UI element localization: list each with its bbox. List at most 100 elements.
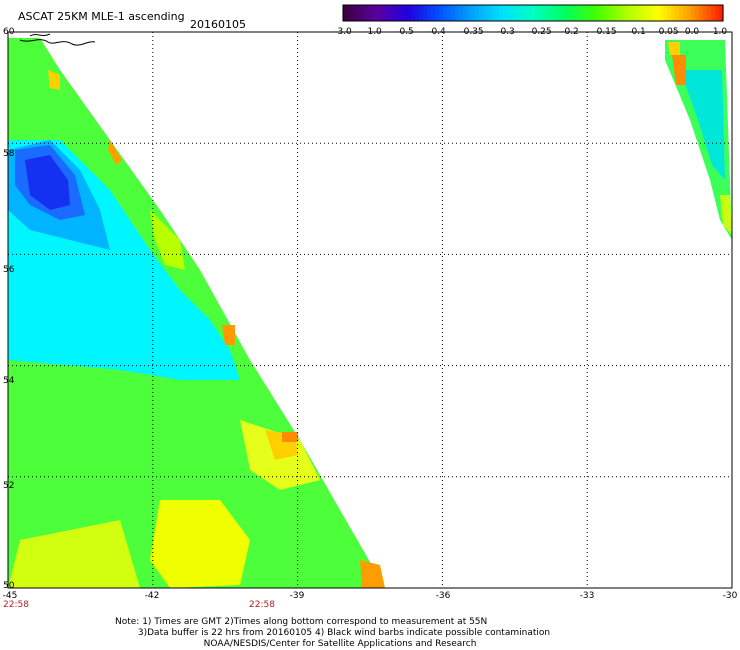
- colorbar-segment: [383, 5, 388, 21]
- colorbar-segment: [699, 5, 704, 21]
- colorbar-segment: [467, 5, 472, 21]
- colorbar-segment: [687, 5, 692, 21]
- colorbar-segment: [587, 5, 592, 21]
- colorbar-segment: [387, 5, 392, 21]
- colorbar-segment: [635, 5, 640, 21]
- colorbar-segment: [627, 5, 632, 21]
- colorbar-segment: [559, 5, 564, 21]
- colorbar-tick-label: -3.0: [334, 27, 352, 37]
- colorbar-segment: [407, 5, 412, 21]
- lat-label: 50: [3, 581, 15, 591]
- colorbar-segment: [435, 5, 440, 21]
- colorbar-segment: [363, 5, 368, 21]
- lat-label: 60: [3, 27, 15, 37]
- colorbar-segment: [515, 5, 520, 21]
- colorbar-segment: [631, 5, 636, 21]
- lon-label: -45: [2, 591, 18, 601]
- colorbar-tick-label: -0.25: [528, 27, 552, 37]
- colorbar-tick-label: -0.5: [396, 27, 414, 37]
- colorbar-segment: [491, 5, 496, 21]
- colorbar-tick-label: -0.1: [628, 27, 646, 37]
- colorbar-segment: [543, 5, 548, 21]
- colorbar-tick-label: -0.2: [561, 27, 579, 37]
- colorbar-segment: [511, 5, 516, 21]
- colorbar-segment: [579, 5, 584, 21]
- lat-label: 52: [3, 481, 15, 491]
- colorbar-segment: [443, 5, 448, 21]
- colorbar-segment: [695, 5, 700, 21]
- colorbar-segment: [619, 5, 624, 21]
- colorbar-segment: [403, 5, 408, 21]
- lat-label: 54: [3, 376, 15, 386]
- colorbar-segment: [527, 5, 532, 21]
- colorbar-segment: [691, 5, 696, 21]
- time-label: 22:58: [249, 600, 275, 610]
- colorbar-segment: [639, 5, 644, 21]
- lon-label: -42: [144, 591, 160, 601]
- colorbar-segment: [367, 5, 372, 21]
- colorbar-segment: [371, 5, 376, 21]
- grid-lines: [8, 32, 732, 588]
- lon-label: -30: [722, 591, 738, 601]
- colorbar-segment: [595, 5, 600, 21]
- colorbar-segment: [479, 5, 484, 21]
- colorbar-segment: [575, 5, 580, 21]
- colorbar-tick-label: -1.0: [364, 27, 382, 37]
- lon-label: -36: [435, 591, 451, 601]
- colorbar-segment: [679, 5, 684, 21]
- colorbar-segment: [423, 5, 428, 21]
- data-swath-east: [665, 40, 732, 240]
- colorbar-segment: [647, 5, 652, 21]
- colorbar-segment: [539, 5, 544, 21]
- colorbar-segment: [555, 5, 560, 21]
- colorbar-segment: [427, 5, 432, 21]
- colorbar-tick-label: -0.4: [428, 27, 446, 37]
- colorbar-segment: [535, 5, 540, 21]
- colorbar-segment: [551, 5, 556, 21]
- colorbar-segment: [503, 5, 508, 21]
- colorbar-segment: [719, 5, 724, 21]
- map-title: ASCAT 25KM MLE-1 ascending: [18, 10, 185, 23]
- colorbar-segment: [391, 5, 396, 21]
- colorbar-segment: [395, 5, 400, 21]
- colorbar-segment: [483, 5, 488, 21]
- colorbar-segment: [707, 5, 712, 21]
- colorbar-segment: [447, 5, 452, 21]
- colorbar-segment: [415, 5, 420, 21]
- colorbar-tick-label: 0.0: [684, 27, 700, 37]
- colorbar-segment: [603, 5, 608, 21]
- colorbar-segment: [583, 5, 588, 21]
- colorbar-segment: [487, 5, 492, 21]
- colorbar-segment: [643, 5, 648, 21]
- colorbar-segment: [567, 5, 572, 21]
- colorbar-segment: [459, 5, 464, 21]
- colorbar-segment: [495, 5, 500, 21]
- colorbar-tick-label: -0.35: [460, 27, 484, 37]
- lat-label: 58: [3, 149, 15, 159]
- colorbar-segment: [411, 5, 416, 21]
- colorbar-segment: [379, 5, 384, 21]
- colorbar-segment: [655, 5, 660, 21]
- colorbar-segment: [351, 5, 356, 21]
- colorbar-segment: [683, 5, 688, 21]
- colorbar-segment: [651, 5, 656, 21]
- colorbar-segment: [355, 5, 360, 21]
- footer-note: Note: 1) Times are GMT 2)Times along bot…: [115, 617, 551, 649]
- time-label: 22:58: [3, 600, 29, 610]
- colorbar-segment: [399, 5, 404, 21]
- colorbar-segment: [547, 5, 552, 21]
- colorbar-segment: [439, 5, 444, 21]
- coastline: [19, 33, 96, 46]
- colorbar-segment: [599, 5, 604, 21]
- colorbar-segment: [571, 5, 576, 21]
- colorbar-segment: [375, 5, 380, 21]
- lat-label: 56: [3, 265, 15, 275]
- lon-label: -39: [289, 591, 305, 601]
- colorbar-segment: [607, 5, 612, 21]
- colorbar-segment: [347, 5, 352, 21]
- colorbar-segment: [463, 5, 468, 21]
- colorbar-segment: [523, 5, 528, 21]
- colorbar-segment: [499, 5, 504, 21]
- lon-label: -33: [579, 591, 595, 601]
